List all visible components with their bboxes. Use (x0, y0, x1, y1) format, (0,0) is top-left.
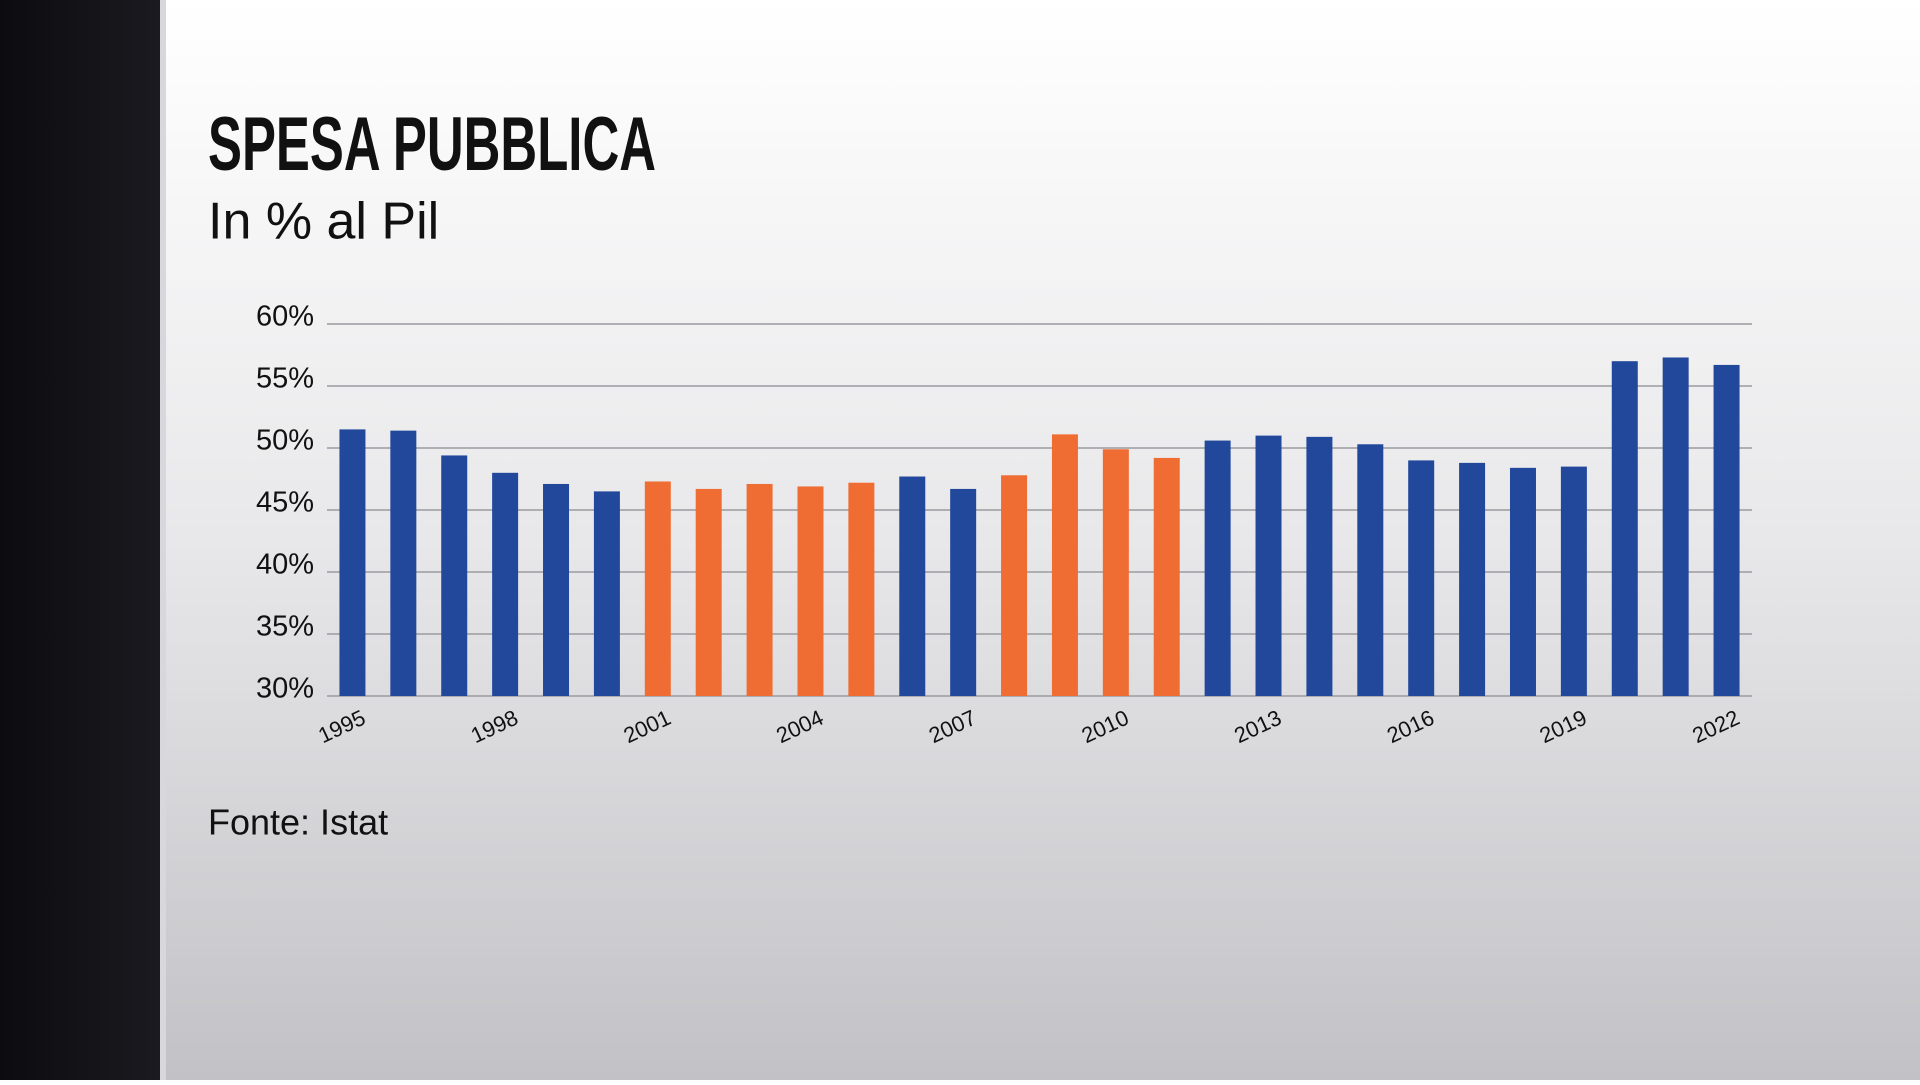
bar (1102, 449, 1129, 696)
y-tick-label: 55% (256, 363, 314, 395)
bar (1001, 475, 1028, 696)
chart-subtitle: In % al Pil (208, 193, 439, 251)
bar (593, 491, 620, 696)
bar (1509, 467, 1536, 696)
bar (441, 455, 468, 696)
y-tick-label: 30% (256, 673, 314, 705)
chart-title: SPESA PUBBLICA (208, 102, 656, 187)
bar (695, 488, 722, 696)
bar (1408, 460, 1435, 696)
bar (1713, 364, 1740, 696)
y-tick-label: 45% (256, 487, 314, 519)
y-tick-label: 40% (256, 549, 314, 581)
bar (1662, 357, 1689, 696)
bar (390, 430, 417, 696)
bar (1560, 466, 1587, 696)
bar (1357, 444, 1384, 696)
bar (1204, 440, 1231, 696)
bar (339, 429, 366, 696)
side-edge (160, 0, 166, 1080)
source: Fonte: Istat (208, 802, 388, 843)
bar (1306, 436, 1333, 696)
bar (1611, 361, 1638, 696)
bar (543, 483, 570, 696)
bar (848, 482, 875, 696)
bar (492, 472, 519, 696)
side-panel (0, 0, 162, 1080)
y-tick-label: 50% (256, 425, 314, 457)
bar (1153, 457, 1180, 696)
bar (899, 476, 926, 696)
bar (1051, 434, 1078, 696)
y-tick-label: 35% (256, 611, 314, 643)
bar (746, 483, 773, 696)
bar (797, 486, 824, 696)
y-tick-label: 60% (256, 301, 314, 333)
bar (950, 488, 977, 696)
bar (1459, 462, 1486, 696)
bar (1255, 435, 1282, 696)
bar (644, 481, 671, 696)
